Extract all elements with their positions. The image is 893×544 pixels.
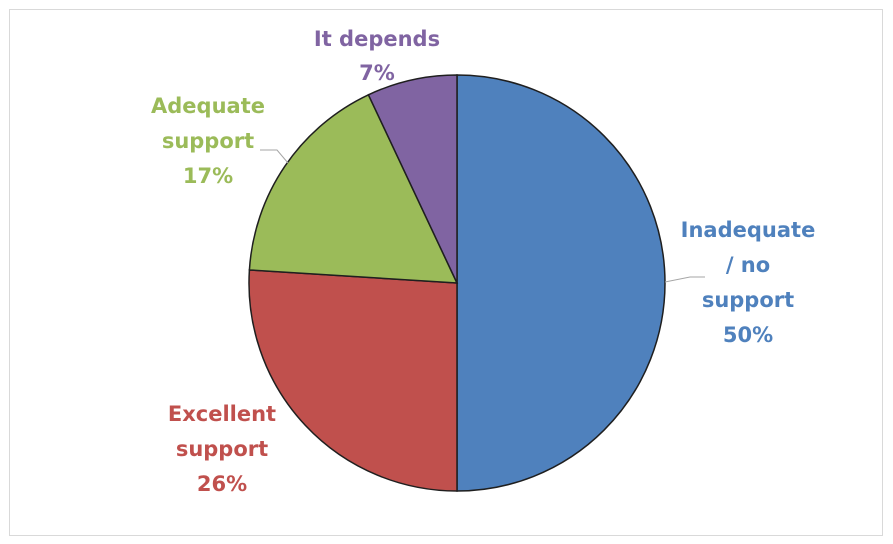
pie-slice-excellent-support bbox=[248, 269, 458, 492]
data-label-category: It depends bbox=[314, 27, 440, 51]
leader-line bbox=[260, 149, 289, 164]
data-label-inadequate-no-support: Inadequate / no support 50% bbox=[681, 218, 816, 347]
leader-line bbox=[664, 276, 705, 283]
pie-slice-it-depends bbox=[367, 74, 458, 284]
data-label-category: support bbox=[176, 437, 268, 461]
pie-slice-adequate-support bbox=[248, 93, 459, 284]
data-label-category: support bbox=[702, 288, 794, 312]
data-label-it-depends: It depends 7% bbox=[314, 27, 440, 85]
data-label-value: 17% bbox=[183, 164, 233, 188]
data-label-category: / no bbox=[726, 253, 770, 277]
data-label-adequate-support: Adequate support 17% bbox=[151, 94, 265, 188]
data-label-category: Excellent bbox=[168, 402, 276, 426]
data-label-category: Adequate bbox=[151, 94, 265, 118]
data-label-value: 26% bbox=[197, 472, 247, 496]
data-label-value: 7% bbox=[359, 61, 395, 85]
data-label-category: support bbox=[162, 129, 254, 153]
pie-slice-inadequate-no-support bbox=[456, 74, 666, 492]
data-label-value: 50% bbox=[723, 323, 773, 347]
data-label-category: Inadequate bbox=[681, 218, 816, 242]
data-label-excellent-support: Excellent support 26% bbox=[168, 402, 276, 496]
